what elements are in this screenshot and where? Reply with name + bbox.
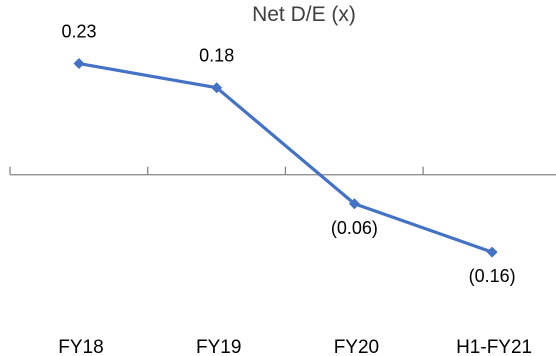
data-label-group: 0.23 0.18 (0.06) (0.16): [61, 22, 515, 287]
x-axis-ticks: [9, 166, 424, 175]
series-line: [78, 61, 493, 254]
chart-title: Net D/E (x): [252, 3, 356, 26]
data-label: (0.06): [331, 218, 378, 238]
marker-group: [73, 58, 498, 258]
data-point-marker: [486, 246, 498, 258]
x-axis-tick-labels: FY18 FY19 FY20 H1-FY21: [58, 337, 532, 356]
data-point-marker: [73, 58, 85, 70]
x-tick-label: FY19: [196, 337, 241, 356]
data-label: 0.18: [199, 46, 234, 66]
data-label: (0.16): [469, 266, 516, 286]
series-group: [78, 61, 493, 254]
data-point-marker: [348, 198, 360, 210]
x-tick-label: FY20: [334, 337, 379, 356]
data-label: 0.23: [61, 22, 96, 42]
data-point-marker: [211, 82, 223, 94]
x-tick-label: FY18: [58, 337, 103, 356]
x-tick-label: H1-FY21: [456, 337, 532, 356]
